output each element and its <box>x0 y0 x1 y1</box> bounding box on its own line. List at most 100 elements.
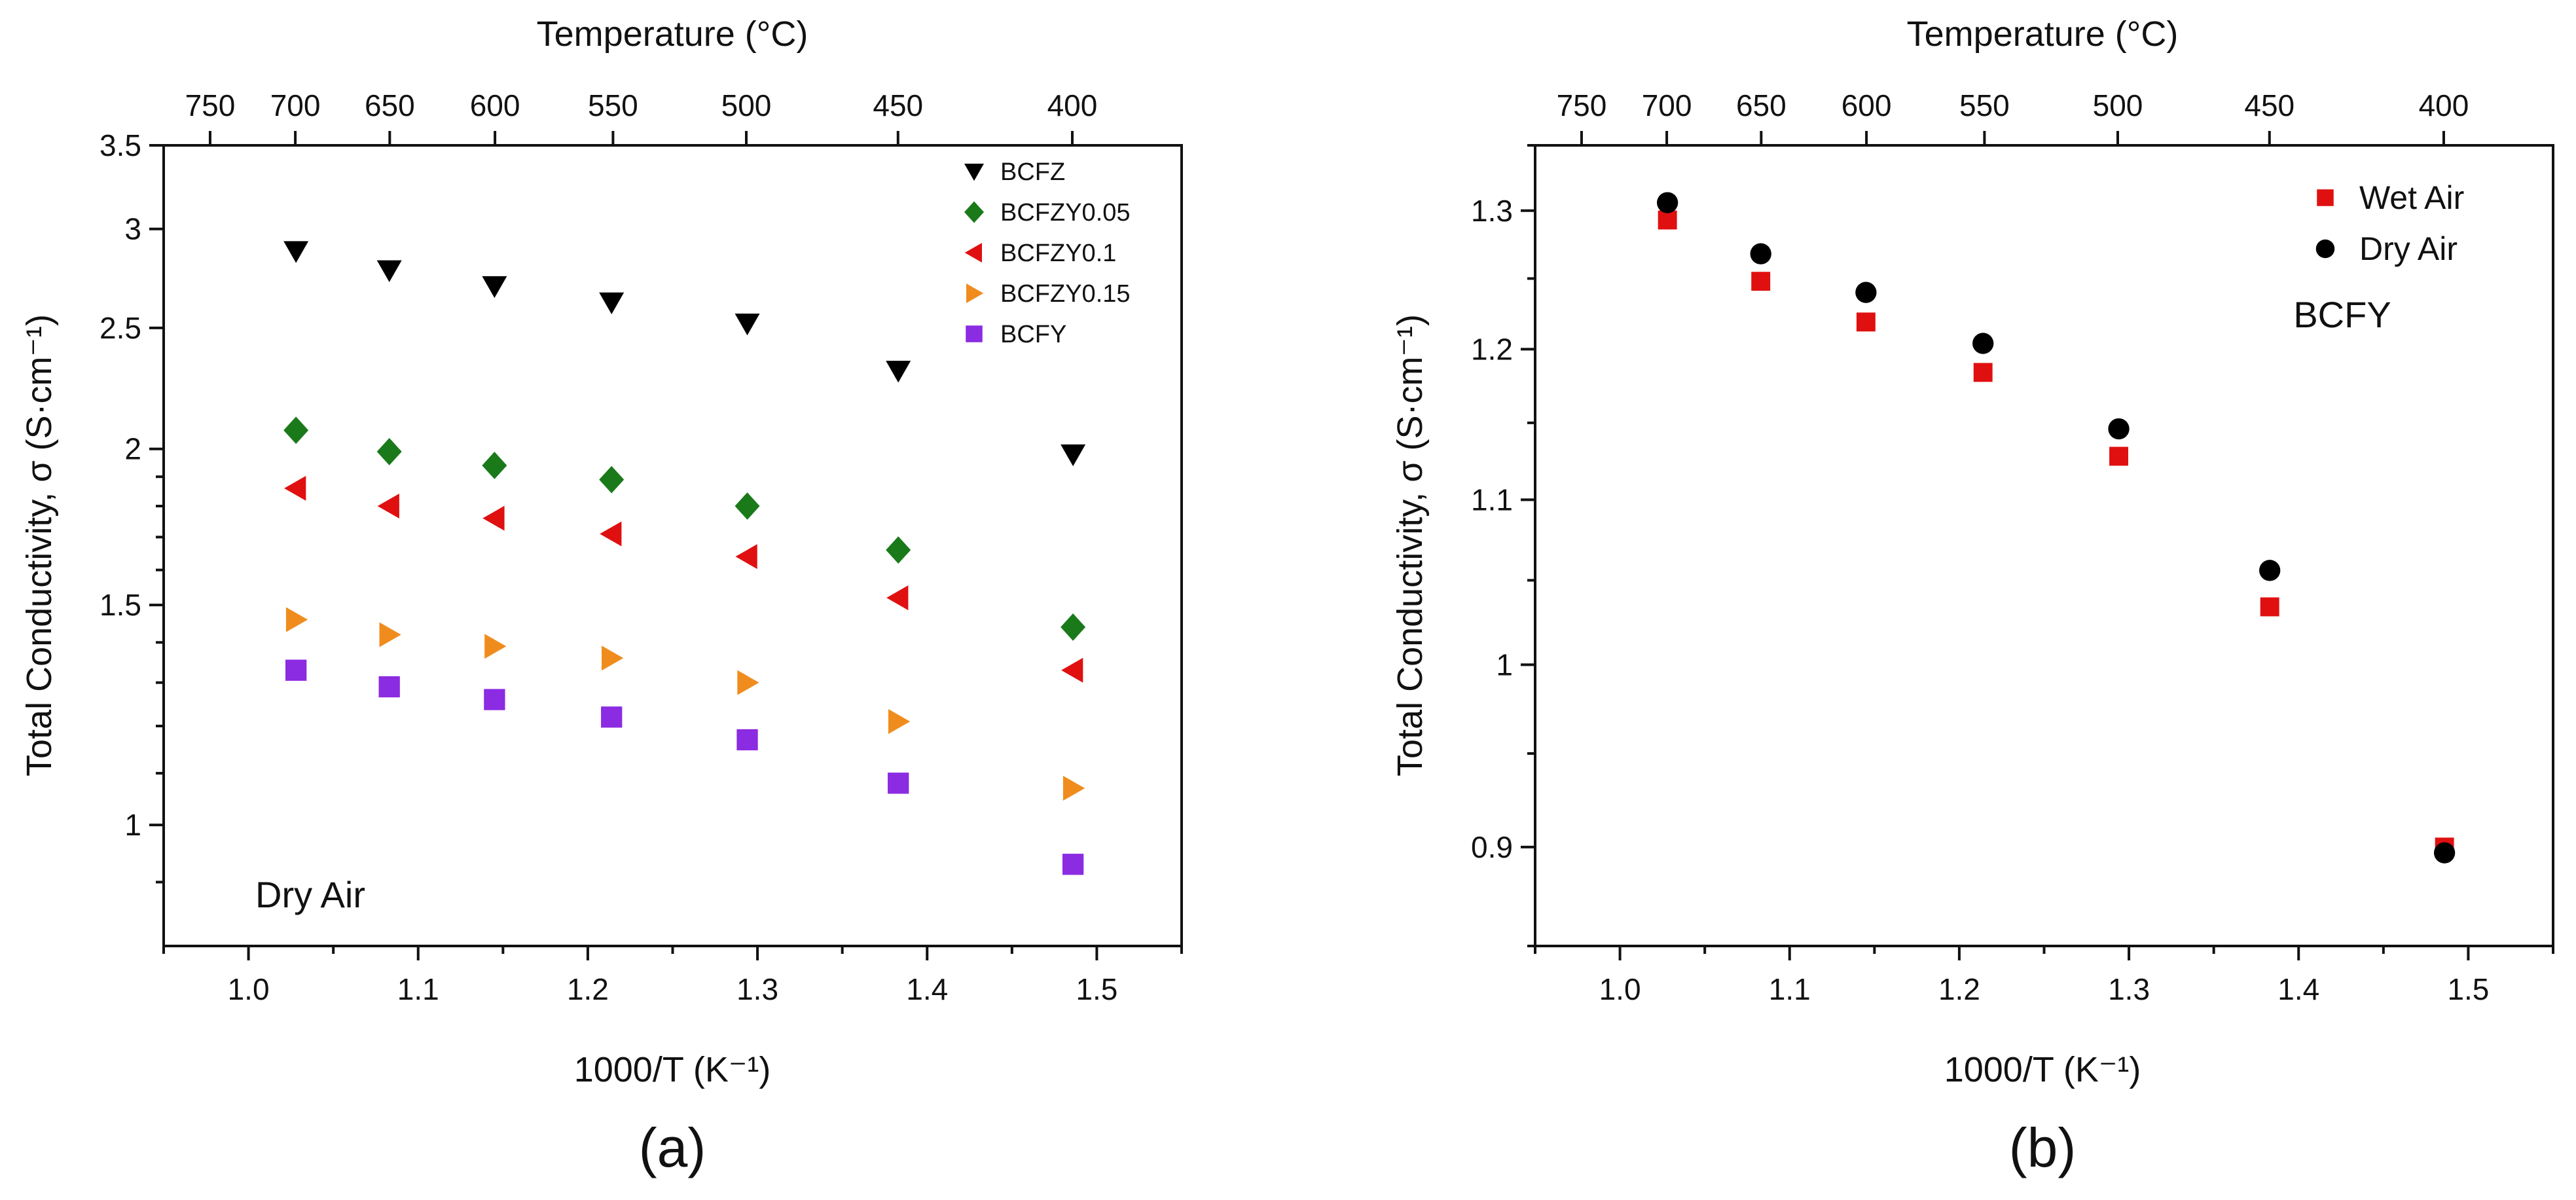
y-axis-tick-label: 1 <box>1496 647 1513 682</box>
legend-marker-bcfy <box>966 325 983 342</box>
legend-marker-bcfzy0-05 <box>964 201 984 223</box>
panel-b-label: (b) <box>2009 1117 2077 1178</box>
data-point-bcfz <box>376 260 402 282</box>
top-axis-tick-label: 600 <box>1841 88 1892 122</box>
panel-a-data-points <box>283 241 1086 875</box>
data-point-wet-air <box>1973 363 1993 382</box>
panel-a-top-axis-label: Temperature (°C) <box>537 14 808 54</box>
panel-b-annotation: BCFY <box>2293 294 2391 335</box>
top-axis-tick-label: 500 <box>2093 88 2143 122</box>
chart-panel-a: Temperature (°C) 750 700 650 600 550 500 450 40… <box>20 14 1183 1178</box>
data-point-dry-air <box>1657 192 1678 213</box>
legend-label-bcfzy0-15: BCFZY0.15 <box>1000 280 1131 308</box>
data-point-dry-air <box>1855 282 1877 303</box>
panel-a-x-axis: 1.0 1.1 1.2 1.3 1.4 1.5 <box>162 946 1183 1006</box>
data-point-dry-air <box>2259 560 2281 581</box>
data-point-bcfzy0-15 <box>1062 776 1085 801</box>
x-axis-tick-label: 1.3 <box>2108 972 2150 1006</box>
data-point-bcfzy0-1 <box>735 544 757 570</box>
x-axis-tick-label: 1.1 <box>1769 972 1811 1006</box>
data-point-wet-air <box>1658 210 1677 230</box>
data-point-bcfzy0-15 <box>888 709 911 735</box>
top-axis-tick-label: 700 <box>270 88 321 122</box>
data-point-bcfy <box>285 659 307 681</box>
data-point-bcfzy0-1 <box>284 475 306 501</box>
data-point-bcfzy0-05 <box>376 437 402 465</box>
data-point-bcfz <box>886 361 911 383</box>
x-axis-tick-label: 1.0 <box>228 972 270 1006</box>
data-point-bcfzy0-15 <box>484 634 507 659</box>
top-axis-tick-label: 550 <box>1959 88 2010 122</box>
panel-a-y-axis: 1 1.5 2 2.5 3 3.5 <box>100 128 164 884</box>
legend-marker-dry-air <box>2315 239 2335 259</box>
x-axis-tick-label: 1.4 <box>906 972 948 1006</box>
panel-a-y-axis-label: Total Conductivity, σ (S·cm⁻¹) <box>20 314 59 776</box>
x-axis-tick-label: 1.4 <box>2277 972 2319 1006</box>
data-point-dry-air <box>1750 243 1771 264</box>
data-point-bcfz <box>735 314 760 336</box>
data-point-bcfy <box>601 706 623 728</box>
data-point-bcfzy0-05 <box>735 492 760 520</box>
y-axis-tick-label: 0.9 <box>1471 830 1513 864</box>
data-point-bcfzy0-1 <box>482 505 505 531</box>
x-axis-tick-label: 1.2 <box>567 972 609 1006</box>
data-point-bcfzy0-1 <box>886 585 909 611</box>
data-point-bcfy <box>378 676 400 698</box>
panel-b-data-points <box>1657 192 2456 864</box>
top-axis-tick-label: 600 <box>470 88 520 122</box>
x-axis-tick-label: 1.5 <box>1076 972 1117 1006</box>
legend-label-wet-air: Wet Air <box>2359 179 2464 216</box>
top-axis-tick-label: 750 <box>185 88 236 122</box>
data-point-bcfzy0-05 <box>599 465 625 494</box>
x-axis-tick-label: 1.2 <box>1938 972 1980 1006</box>
x-axis-tick-label: 1.3 <box>736 972 778 1006</box>
data-point-bcfzy0-05 <box>283 416 309 445</box>
data-point-bcfzy0-15 <box>602 645 624 671</box>
y-axis-tick-label: 1.5 <box>100 588 141 622</box>
data-point-bcfzy0-15 <box>379 622 401 647</box>
y-axis-tick-label: 2.5 <box>100 311 141 345</box>
panel-b-x-axis: 1.0 1.1 1.2 1.3 1.4 1.5 <box>1534 946 2554 1006</box>
legend-marker-bcfzy0-1 <box>964 243 982 263</box>
data-point-dry-air <box>2433 842 2456 864</box>
y-axis-tick-label: 3 <box>124 212 141 246</box>
data-point-bcfy <box>736 729 758 751</box>
panel-b-y-axis: 0.9 1 1.1 1.2 1.3 <box>1471 144 1535 947</box>
top-axis-tick-label: 450 <box>873 88 923 122</box>
legend-marker-bcfz <box>964 164 984 181</box>
panel-b-top-axis-label: Temperature (°C) <box>1907 14 2179 54</box>
panel-a-x-axis-label: 1000/T (K⁻¹) <box>574 1050 771 1089</box>
legend-label-bcfzy0-1: BCFZY0.1 <box>1000 240 1116 267</box>
panel-b-y-axis-label: Total Conductivity, σ (S·cm⁻¹) <box>1390 314 1430 776</box>
legend-label-bcfy: BCFY <box>1000 321 1066 348</box>
y-axis-tick-label: 2 <box>124 432 141 466</box>
data-point-bcfy <box>484 689 505 710</box>
top-axis-tick-label: 650 <box>1736 88 1787 122</box>
data-point-wet-air <box>1856 312 1876 332</box>
data-point-bcfz <box>1061 444 1086 467</box>
data-point-bcfzy0-05 <box>886 536 911 564</box>
data-point-dry-air <box>2108 418 2130 440</box>
top-axis-tick-label: 550 <box>588 88 638 122</box>
y-axis-tick-label: 3.5 <box>100 128 141 162</box>
legend-marker-bcfzy0-15 <box>966 283 984 303</box>
y-axis-tick-label: 1 <box>124 808 141 842</box>
legend-label-bcfz: BCFZ <box>1000 158 1065 186</box>
panel-a-annotation: Dry Air <box>255 874 365 915</box>
y-axis-tick-label: 1.2 <box>1471 332 1513 366</box>
panel-a-label: (a) <box>639 1117 706 1178</box>
data-point-wet-air <box>2260 597 2279 617</box>
top-axis-tick-label: 400 <box>2419 88 2469 122</box>
data-point-bcfzy0-1 <box>377 494 399 519</box>
data-point-bcfzy0-15 <box>737 670 759 695</box>
y-axis-tick-label: 1.3 <box>1471 194 1513 228</box>
data-point-bcfzy0-05 <box>1061 613 1086 641</box>
panel-a-top-axis: 750 700 650 600 550 500 450 400 <box>185 88 1097 145</box>
data-point-wet-air <box>2109 446 2128 466</box>
panel-b-legend: Wet Air Dry Air <box>2315 179 2464 267</box>
panel-b-x-axis-label: 1000/T (K⁻¹) <box>1944 1050 2141 1089</box>
data-point-bcfz <box>482 276 507 299</box>
x-axis-tick-label: 1.5 <box>2447 972 2489 1006</box>
panel-b-top-axis: 750 700 650 600 550 500 450 400 <box>1557 88 2469 145</box>
